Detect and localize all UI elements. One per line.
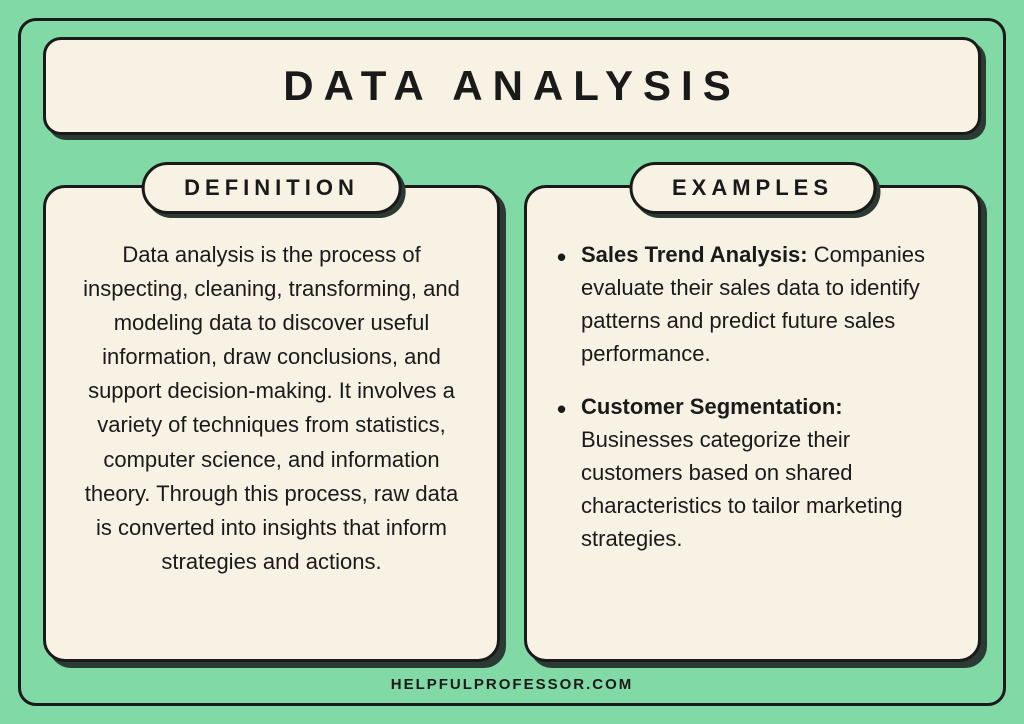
examples-list: Sales Trend Analysis: Companies evaluate…: [555, 238, 950, 555]
list-item: Customer Segmentation: Businesses catego…: [581, 390, 950, 555]
footer-attribution: HELPFULPROFESSOR.COM: [43, 662, 981, 693]
examples-header-pill: EXAMPLES: [629, 162, 876, 214]
title-box: DATA ANALYSIS: [43, 37, 981, 135]
main-title: DATA ANALYSIS: [66, 62, 958, 110]
example-title: Customer Segmentation:: [581, 394, 843, 419]
list-item: Sales Trend Analysis: Companies evaluate…: [581, 238, 950, 370]
examples-card: EXAMPLES Sales Trend Analysis: Companies…: [524, 185, 981, 662]
columns-container: DEFINITION Data analysis is the process …: [43, 161, 981, 662]
example-title: Sales Trend Analysis:: [581, 242, 808, 267]
definition-body: Data analysis is the process of inspecti…: [74, 238, 469, 579]
infographic-frame: DATA ANALYSIS DEFINITION Data analysis i…: [18, 18, 1006, 706]
definition-header-pill: DEFINITION: [141, 162, 402, 214]
definition-header: DEFINITION: [184, 175, 359, 201]
example-body: Businesses categorize their customers ba…: [581, 427, 903, 551]
definition-card: DEFINITION Data analysis is the process …: [43, 185, 500, 662]
examples-header: EXAMPLES: [672, 175, 833, 201]
